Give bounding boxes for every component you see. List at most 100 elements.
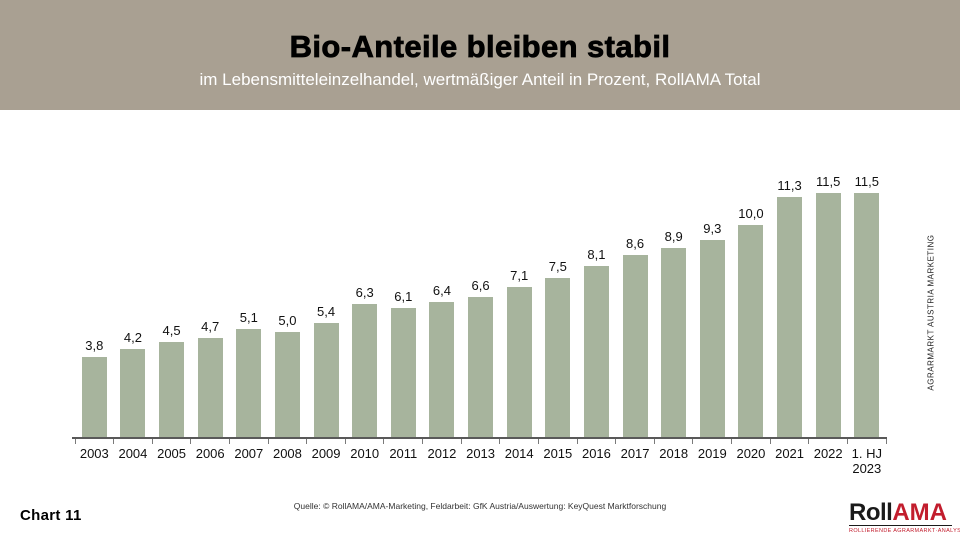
bar-value-label: 4,2 [123, 329, 142, 345]
x-axis-label: 2020 [736, 446, 766, 461]
page-title: Bio-Anteile bleiben stabil [289, 29, 671, 64]
axis-tick [769, 439, 771, 444]
bar-cell: 8,9 [654, 160, 693, 438]
chart-number: Chart 11 [20, 507, 82, 524]
bar [274, 331, 300, 438]
bar [313, 323, 339, 438]
x-axis-label: 2015 [543, 446, 573, 461]
bar-cell: 11,5 [848, 160, 887, 438]
bar-cell: 10,0 [732, 160, 771, 438]
bar-cell: 6,4 [423, 160, 462, 438]
bar-value-label: 9,3 [703, 220, 722, 236]
bar [120, 348, 146, 438]
axis-tick [576, 439, 578, 444]
bar [545, 278, 571, 438]
x-axis-label: 2018 [659, 446, 689, 461]
bar-value-label: 6,4 [432, 282, 451, 298]
bar [661, 248, 687, 438]
bar-cell: 5,4 [307, 160, 346, 438]
x-axis-label: 2012 [427, 446, 457, 461]
axis-tick [885, 439, 887, 444]
axis-tick [74, 439, 76, 444]
bar [622, 254, 648, 438]
bar [81, 357, 107, 438]
bar-cell: 9,3 [693, 160, 732, 438]
bar [159, 342, 185, 438]
bar-cell: 11,5 [809, 160, 848, 438]
x-axis-label: 2007 [234, 446, 264, 461]
bar-value-label: 7,5 [548, 259, 567, 275]
x-axis-label: 2017 [620, 446, 650, 461]
bar-value-label: 7,1 [510, 267, 529, 283]
bar-value-label: 4,5 [162, 323, 181, 339]
bar-cell: 8,6 [616, 160, 655, 438]
axis-tick [653, 439, 655, 444]
bars-area: 3,8 4,2 4,5 4,7 5,1 5,0 5,4 6,3 6,1 6,4 6,6 7,1 7,5 8… [75, 160, 886, 438]
x-axis-label: 2022 [813, 446, 843, 461]
x-axis-label: 2016 [581, 446, 611, 461]
bar-cell: 8,1 [577, 160, 616, 438]
bar-cell: 4,7 [191, 160, 230, 438]
source-note: Quelle: © RollAMA/AMA-Marketing, Feldarb… [293, 501, 667, 511]
bar [197, 337, 223, 438]
axis-tick [731, 439, 733, 444]
axis-tick [151, 439, 153, 444]
x-axis-label: 2014 [504, 446, 534, 461]
axis-tick [344, 439, 346, 444]
x-axis-label: 2003 [79, 446, 109, 461]
logo-text-ama: AMA [892, 499, 947, 526]
bar-value-label: 6,6 [471, 278, 490, 294]
axis-tick [846, 439, 848, 444]
axis-tick [113, 439, 115, 444]
bar [777, 197, 803, 438]
axis-tick [422, 439, 424, 444]
x-axis-label: 2009 [311, 446, 341, 461]
bar-value-label: 8,9 [664, 229, 683, 245]
x-axis-label: 2019 [697, 446, 727, 461]
axis-tick [537, 439, 539, 444]
bar [390, 308, 416, 438]
bar-value-label: 5,1 [239, 310, 258, 326]
bar [236, 329, 262, 438]
bar-chart: 3,8 4,2 4,5 4,7 5,1 5,0 5,4 6,3 6,1 6,4 6,6 7,1 7,5 8… [72, 160, 887, 476]
bar [854, 193, 880, 438]
x-axis-label: 2021 [775, 446, 805, 461]
x-axis-label: 1. HJ 2023 [851, 446, 882, 476]
bar-cell: 4,5 [152, 160, 191, 438]
axis-tick [267, 439, 269, 444]
bar [583, 265, 609, 438]
bar-cell: 6,3 [345, 160, 384, 438]
slide-subtitle: im Lebensmitteleinzelhandel, wertmäßiger… [199, 70, 761, 89]
axis-tick [228, 439, 230, 444]
rollama-logo: RollAMA ROLLIERENDE AGRARMARKT·ANALYSE [849, 499, 960, 534]
x-axis-label: 2006 [195, 446, 225, 461]
bar-value-label: 6,1 [394, 289, 413, 305]
bar [815, 193, 841, 438]
bar-cell: 11,3 [770, 160, 809, 438]
axis-tick [615, 439, 617, 444]
axis-tick [306, 439, 308, 444]
bar-value-label: 4,7 [201, 318, 220, 334]
logo-tagline: ROLLIERENDE AGRARMARKT·ANALYSE [849, 527, 960, 534]
x-axis-label: 2005 [157, 446, 187, 461]
bar-cell: 3,8 [75, 160, 114, 438]
bar [352, 303, 378, 438]
bar-value-label: 5,0 [278, 312, 297, 328]
bar-cell: 5,0 [268, 160, 307, 438]
bar-value-label: 11,5 [816, 174, 841, 189]
bar [429, 301, 455, 438]
bar-cell: 7,1 [500, 160, 539, 438]
side-caption: AGRARMARKT AUSTRIA MARKETING [926, 234, 936, 391]
x-axis-label: 2008 [272, 446, 302, 461]
x-axis-label: 2013 [466, 446, 496, 461]
x-axis-line [72, 437, 887, 439]
x-axis-label: 2011 [389, 446, 418, 461]
axis-tick [692, 439, 694, 444]
bar [699, 239, 725, 438]
bar-value-label: 5,4 [317, 304, 336, 319]
bar-cell: 7,5 [539, 160, 578, 438]
logo-wordmark: RollAMA [849, 499, 952, 526]
bar-cell: 6,1 [384, 160, 423, 438]
bar-cell: 6,6 [461, 160, 500, 438]
